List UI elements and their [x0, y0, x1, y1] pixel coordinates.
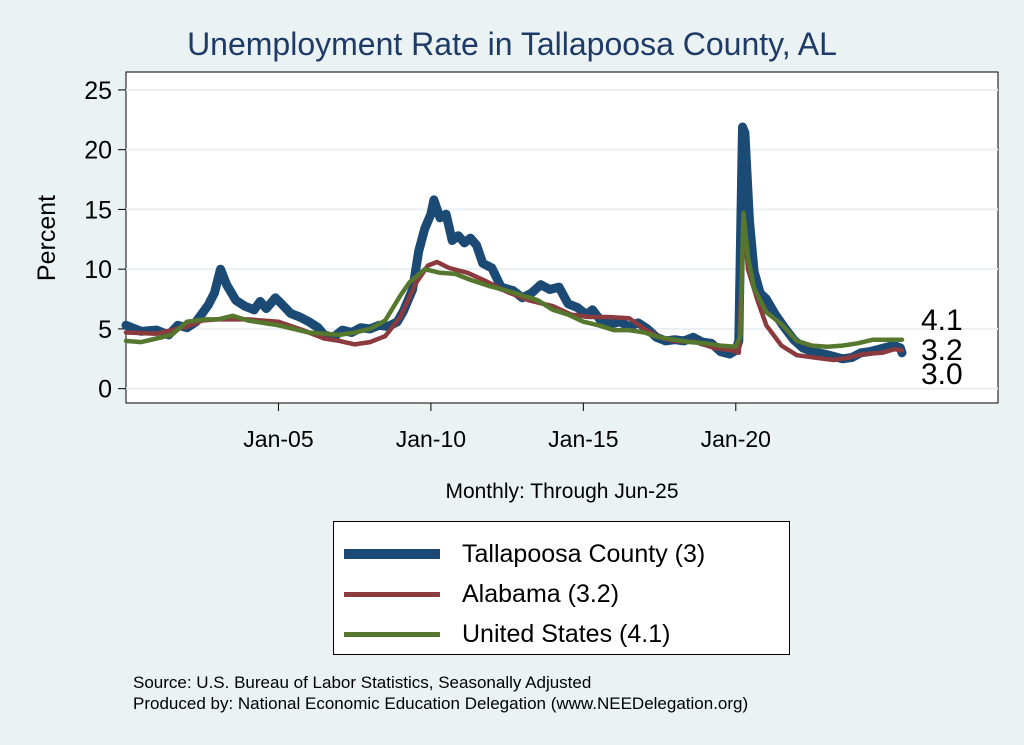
y-tick-label: 10	[84, 256, 112, 284]
legend: Tallapoosa County (3) Alabama (3.2) Unit…	[333, 521, 790, 655]
legend-label-alabama: Alabama (3.2)	[462, 579, 620, 608]
end-labels: 3.03.24.1	[921, 304, 963, 391]
producer-line: Produced by: National Economic Education…	[133, 694, 749, 713]
legend-label-tallapoosa: Tallapoosa County (3)	[462, 539, 706, 568]
legend-item-united-states: United States (4.1)	[344, 619, 670, 649]
axes: 0 5 10 15 20 25 Jan-05 Jan-10 Jan-15 Jan-20	[84, 77, 771, 452]
legend-swatch-alabama	[344, 591, 440, 597]
y-tick-label: 5	[98, 316, 112, 344]
plot-area	[125, 71, 999, 404]
y-tick-label: 20	[84, 137, 112, 165]
legend-label-united-states: United States (4.1)	[462, 619, 671, 648]
x-tick-label: Jan-05	[243, 426, 313, 452]
series-line-united-states	[123, 210, 905, 350]
end-value-label: 4.1	[921, 304, 963, 337]
y-tick-label: 25	[84, 77, 112, 105]
x-tick-label: Jan-15	[548, 426, 618, 452]
end-value-label: 3.2	[921, 334, 963, 367]
y-tick-label: 15	[84, 196, 112, 224]
y-axis-label: Percent	[33, 195, 61, 281]
legend-swatch-united-states	[344, 631, 440, 637]
series-lines	[121, 122, 907, 364]
chart-title: Unemployment Rate in Tallapoosa County, …	[187, 26, 837, 62]
legend-item-tallapoosa: Tallapoosa County (3)	[344, 539, 705, 569]
x-axis-label: Monthly: Through Jun-25	[445, 480, 679, 503]
grid	[126, 88, 998, 390]
x-tick-label: Jan-20	[701, 426, 771, 452]
end-value-label: 3.0	[921, 358, 963, 391]
legend-item-alabama: Alabama (3.2)	[344, 579, 619, 609]
legend-swatch-tallapoosa	[344, 549, 440, 559]
source-note: Source: U.S. Bureau of Labor Statistics,…	[133, 672, 748, 714]
source-line: Source: U.S. Bureau of Labor Statistics,…	[133, 673, 592, 692]
y-tick-label: 0	[98, 376, 112, 404]
x-tick-label: Jan-10	[396, 426, 466, 452]
